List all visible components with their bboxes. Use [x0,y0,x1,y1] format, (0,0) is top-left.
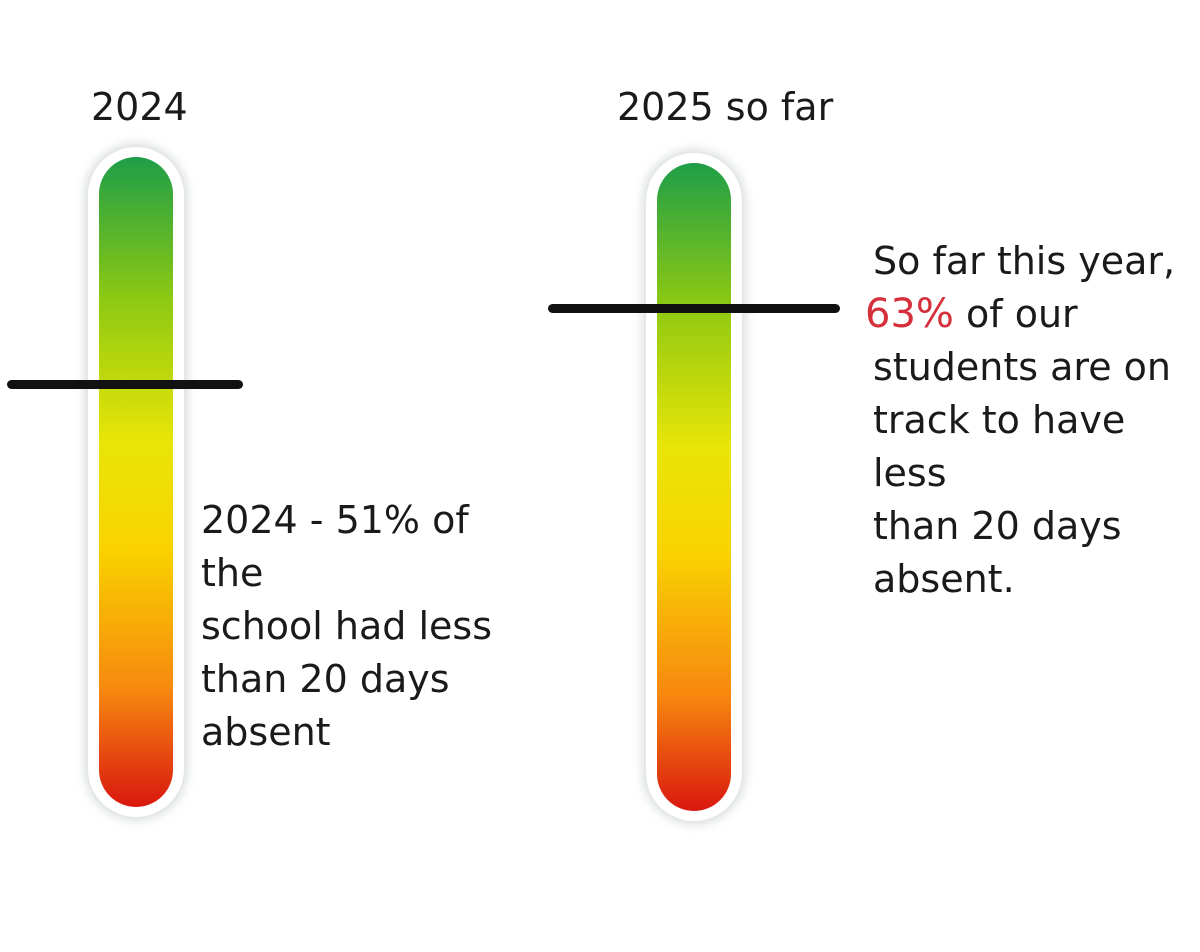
annotation-2025-line-4: track to have less [873,398,1126,495]
annotation-2025-line-2-text: of our [953,292,1078,336]
annotation-2024-line-2: school had less [201,604,493,648]
annotation-2025-line-3: students are on [873,345,1172,389]
gauge-2025-fill [657,163,731,811]
gauge-2025-marker [548,304,840,314]
gauge-2024-marker [7,379,243,389]
annotation-2025-line-2: 63% of our [865,288,1198,341]
highlight-percentage: 63% [865,291,954,337]
gauge-2024-fill [99,157,173,807]
gauge-2024-title: 2024 [91,85,188,129]
gauge-2024-frame [88,147,184,817]
gauge-2025-frame [646,153,742,821]
gauge-2024-annotation: 2024 - 51% of the school had less than 2… [201,494,541,759]
annotation-2025-line-1: So far this year, [873,239,1176,283]
annotation-2024-line-4: absent [201,710,331,754]
gauge-2025-title: 2025 so far [617,85,834,129]
gauge-2025-annotation: So far this year, 63% of our students ar… [865,235,1198,606]
annotation-2025-line-5: than 20 days [873,504,1122,548]
annotation-2024-line-1: 2024 - 51% of the [201,498,469,595]
annotation-2025-line-6: absent. [873,557,1015,601]
annotation-2024-line-3: than 20 days [201,657,450,701]
